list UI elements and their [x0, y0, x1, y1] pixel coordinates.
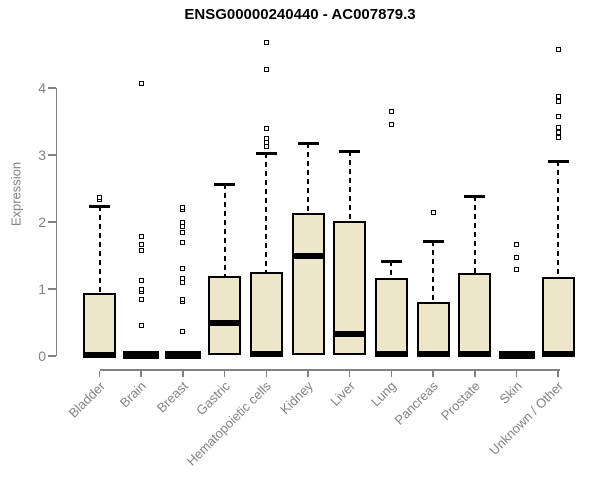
median-bar	[333, 330, 367, 337]
upper-whisker-cap	[89, 204, 110, 208]
outlier-point	[388, 121, 394, 127]
upper-whisker	[265, 152, 268, 272]
upper-whisker	[98, 205, 101, 293]
median-bar	[374, 350, 408, 357]
box	[458, 272, 492, 356]
outlier-point	[180, 297, 186, 303]
flat-box-median-bar	[164, 351, 201, 360]
box	[416, 302, 450, 356]
outlier-point	[138, 286, 144, 292]
outlier-point	[514, 267, 519, 273]
box	[291, 213, 325, 355]
outlier-point	[263, 135, 269, 141]
y-axis-tick	[48, 154, 56, 156]
outlier-point	[555, 113, 561, 119]
x-axis-tick	[265, 370, 268, 377]
x-axis-tick	[557, 370, 559, 377]
x-axis-tick	[140, 370, 142, 377]
outlier-point	[180, 219, 186, 225]
outlier-point	[180, 265, 186, 271]
upper-whisker	[307, 142, 309, 214]
box	[541, 276, 575, 356]
upper-whisker-cap	[214, 182, 236, 186]
outlier-point	[180, 240, 186, 246]
upper-whisker	[473, 195, 476, 273]
outlier-point	[180, 205, 186, 211]
y-tick-label: 2	[38, 214, 46, 230]
outlier-point	[555, 130, 561, 136]
y-tick-label: 3	[38, 147, 46, 163]
upper-whisker	[557, 161, 560, 277]
box	[83, 293, 116, 356]
box	[208, 276, 242, 355]
chart-title: ENSG00000240440 - AC007879.3	[184, 6, 416, 23]
outlier-point	[430, 210, 436, 216]
upper-whisker-cap	[547, 160, 569, 164]
x-axis-tick	[223, 370, 226, 377]
upper-whisker-cap	[422, 240, 444, 244]
x-axis-tick	[307, 370, 309, 377]
outlier-point	[180, 329, 186, 335]
x-axis-tick	[98, 370, 101, 377]
y-axis-line	[55, 88, 57, 356]
x-axis-tick	[182, 370, 184, 377]
outlier-point	[138, 248, 144, 254]
outlier-point	[388, 108, 394, 114]
median-bar	[208, 319, 242, 326]
upper-whisker-cap	[297, 141, 319, 145]
median-bar	[83, 351, 116, 358]
y-tick-label: 4	[38, 80, 46, 96]
outlier-point	[555, 98, 561, 104]
upper-whisker-cap	[464, 194, 486, 198]
y-axis-tick	[48, 355, 56, 357]
outlier-point	[180, 230, 186, 236]
upper-whisker	[390, 260, 393, 278]
upper-whisker-cap	[255, 151, 277, 155]
x-axis-tick	[474, 370, 476, 377]
outlier-point	[263, 39, 269, 45]
y-tick-label: 1	[38, 281, 46, 297]
x-axis-line	[99, 369, 560, 371]
outlier-point	[555, 94, 561, 100]
outlier-point	[514, 242, 519, 248]
outlier-point	[555, 125, 561, 131]
x-axis-tick	[348, 370, 351, 377]
outlier-point	[263, 66, 269, 72]
median-bar	[541, 350, 575, 357]
y-axis-tick	[48, 87, 56, 89]
upper-whisker-cap	[339, 149, 361, 153]
outlier-point	[138, 233, 144, 239]
outlier-point	[180, 280, 186, 286]
median-bar	[416, 350, 450, 357]
median-bar	[458, 350, 492, 357]
outlier-point	[555, 135, 561, 141]
outlier-point	[263, 125, 269, 131]
flat-box-median-bar	[123, 351, 160, 360]
outlier-point	[138, 80, 144, 86]
upper-whisker	[223, 183, 226, 277]
y-axis-tick	[48, 288, 56, 290]
outlier-point	[555, 46, 561, 52]
outlier-point	[97, 194, 102, 200]
x-axis-tick	[432, 370, 434, 377]
flat-box-median-bar	[498, 351, 535, 360]
outlier-point	[514, 255, 519, 260]
x-axis-tick	[390, 370, 393, 377]
upper-whisker	[348, 150, 351, 222]
upper-whisker-cap	[380, 259, 402, 263]
upper-whisker	[432, 241, 435, 303]
median-bar	[291, 252, 325, 259]
median-bar	[249, 350, 283, 357]
outlier-point	[138, 277, 144, 283]
outlier-point	[138, 297, 144, 303]
outlier-point	[138, 241, 144, 247]
outlier-point	[138, 322, 144, 328]
x-axis-tick	[515, 370, 518, 377]
y-tick-label: 0	[38, 348, 46, 364]
box	[249, 271, 283, 356]
y-axis-tick	[48, 221, 56, 223]
box	[374, 277, 408, 356]
outlier-point	[180, 275, 186, 281]
